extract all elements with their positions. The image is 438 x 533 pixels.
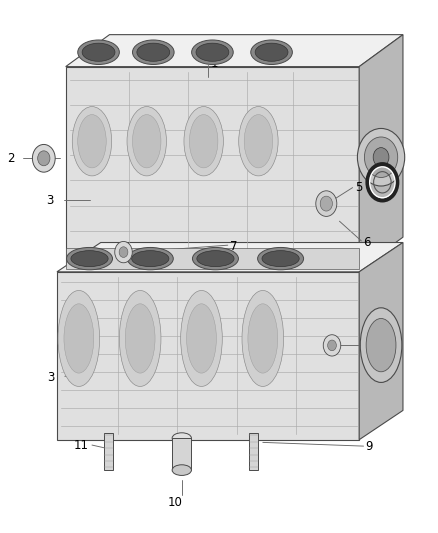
Circle shape [32, 144, 55, 172]
Ellipse shape [132, 251, 169, 266]
Ellipse shape [71, 251, 108, 266]
Ellipse shape [197, 251, 234, 266]
Circle shape [115, 241, 132, 263]
Text: 1: 1 [211, 58, 219, 70]
Text: 7: 7 [230, 240, 237, 253]
Text: 10: 10 [168, 496, 183, 508]
Ellipse shape [239, 107, 278, 176]
Polygon shape [57, 272, 359, 440]
Circle shape [373, 148, 389, 167]
Ellipse shape [78, 40, 119, 64]
Ellipse shape [132, 115, 161, 168]
Circle shape [316, 191, 337, 216]
Ellipse shape [180, 290, 223, 386]
Polygon shape [359, 243, 403, 440]
Ellipse shape [248, 304, 278, 373]
Ellipse shape [67, 247, 113, 270]
Text: 4: 4 [392, 158, 399, 171]
Circle shape [119, 247, 128, 257]
Text: 5: 5 [355, 181, 362, 194]
Ellipse shape [258, 247, 304, 270]
Circle shape [323, 335, 341, 356]
Ellipse shape [125, 304, 155, 373]
Ellipse shape [262, 251, 299, 266]
Text: 8: 8 [370, 339, 378, 352]
Ellipse shape [184, 107, 223, 176]
Text: 8: 8 [91, 253, 99, 266]
Ellipse shape [172, 465, 191, 475]
Polygon shape [66, 35, 403, 67]
Ellipse shape [172, 433, 191, 443]
Polygon shape [66, 248, 359, 269]
Ellipse shape [64, 304, 94, 373]
Ellipse shape [255, 43, 288, 61]
Ellipse shape [132, 40, 174, 64]
Ellipse shape [196, 43, 229, 61]
Ellipse shape [192, 40, 233, 64]
Text: 6: 6 [363, 236, 370, 249]
Circle shape [357, 128, 405, 186]
Circle shape [38, 151, 50, 166]
Ellipse shape [187, 304, 216, 373]
Ellipse shape [366, 318, 396, 372]
Text: 3: 3 [46, 194, 53, 207]
Bar [172, 438, 191, 470]
Text: 9: 9 [365, 440, 372, 453]
Ellipse shape [82, 43, 115, 61]
Circle shape [320, 196, 332, 211]
Circle shape [328, 340, 336, 351]
Ellipse shape [189, 115, 218, 168]
Bar [104, 433, 113, 470]
Ellipse shape [137, 43, 170, 61]
Ellipse shape [127, 247, 173, 270]
Polygon shape [66, 67, 359, 269]
Polygon shape [359, 35, 403, 269]
Polygon shape [57, 243, 403, 272]
Bar [249, 433, 258, 470]
Ellipse shape [192, 247, 238, 270]
Circle shape [364, 137, 398, 177]
Ellipse shape [78, 115, 106, 168]
Ellipse shape [127, 107, 166, 176]
Ellipse shape [244, 115, 272, 168]
Text: 3: 3 [47, 371, 55, 384]
Text: 2: 2 [7, 152, 14, 165]
Text: 11: 11 [74, 439, 88, 451]
Ellipse shape [360, 308, 402, 383]
Ellipse shape [242, 290, 284, 386]
Ellipse shape [58, 290, 100, 386]
Ellipse shape [119, 290, 161, 386]
Ellipse shape [251, 40, 293, 64]
Ellipse shape [72, 107, 112, 176]
